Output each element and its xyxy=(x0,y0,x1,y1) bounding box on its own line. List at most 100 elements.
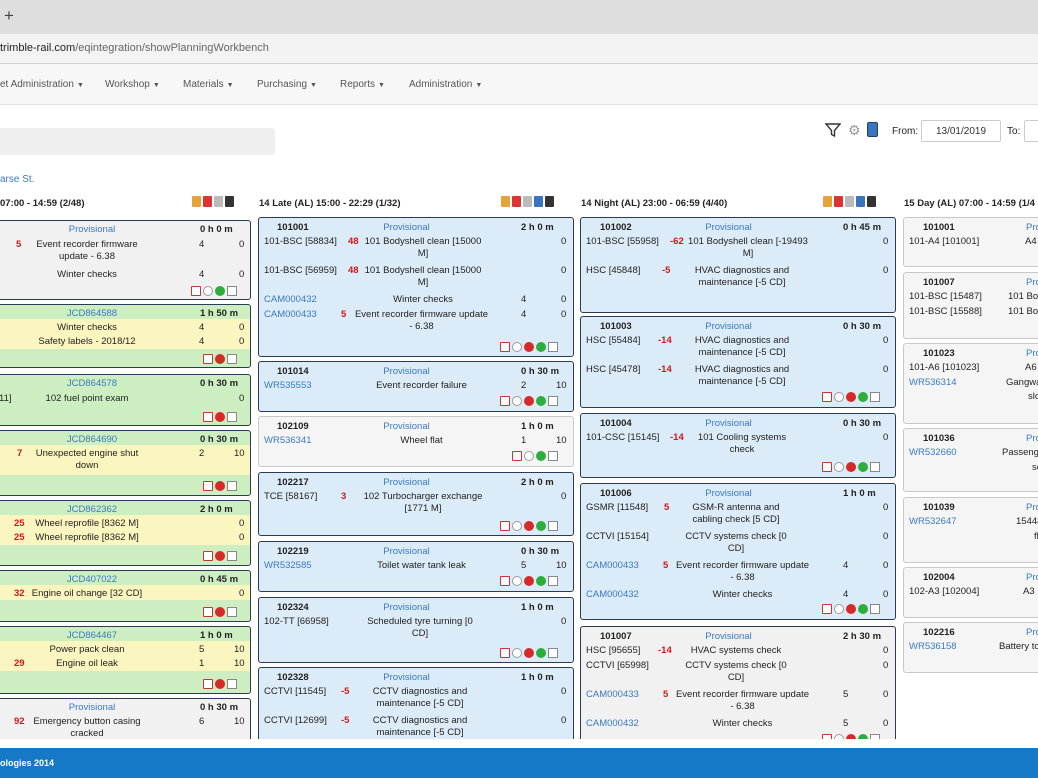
tools-icon[interactable] xyxy=(834,196,843,207)
wrench-icon[interactable] xyxy=(822,734,832,739)
phone-icon[interactable] xyxy=(225,196,234,207)
phone-icon[interactable] xyxy=(867,196,876,207)
hourglass-icon[interactable] xyxy=(870,392,880,402)
document-icon[interactable] xyxy=(523,196,532,207)
menu-fleet-administration[interactable]: et Administration ▼ xyxy=(0,79,84,90)
wrench-icon[interactable] xyxy=(203,551,213,561)
work-card[interactable]: 101003 Provisional 0 h 30 m HSC [55484] … xyxy=(580,316,896,408)
work-card[interactable]: 101002 Provisional 0 h 45 m 101-BSC [559… xyxy=(580,217,896,313)
bus-icon[interactable] xyxy=(192,196,201,207)
task-code[interactable]: WR536158 xyxy=(909,641,957,652)
accept-icon[interactable] xyxy=(215,286,225,296)
accept-icon[interactable] xyxy=(536,342,546,352)
task-code[interactable]: WR532647 xyxy=(909,516,957,527)
reject-icon[interactable] xyxy=(524,342,534,352)
task-code[interactable]: WR536314 xyxy=(909,377,957,388)
work-card[interactable]: 101001 Pro 101-A4 [101001] A4 xyxy=(903,217,1038,267)
reject-icon[interactable] xyxy=(215,354,225,364)
card-title[interactable]: Pro xyxy=(1026,433,1038,444)
work-card[interactable]: 102219 Provisional 0 h 30 m WR532585 Toi… xyxy=(258,541,574,592)
work-card[interactable]: 102217 Provisional 2 h 0 m TCE [58167] 3… xyxy=(258,472,574,536)
reject-icon[interactable] xyxy=(215,481,225,491)
hourglass-icon[interactable] xyxy=(227,551,237,561)
work-card[interactable]: JCD864588 1 h 50 m Winter checks 4 0 Saf… xyxy=(0,304,251,368)
work-card[interactable]: 101036 Pro WR532660 Passeng se xyxy=(903,428,1038,492)
accept-icon[interactable] xyxy=(536,648,546,658)
wrench-icon[interactable] xyxy=(203,412,213,422)
tools-icon[interactable] xyxy=(203,196,212,207)
hourglass-icon[interactable] xyxy=(548,648,558,658)
work-card[interactable]: 101014 Provisional 0 h 30 m WR535553 Eve… xyxy=(258,361,574,412)
accept-icon[interactable] xyxy=(858,392,868,402)
accept-icon[interactable] xyxy=(858,734,868,739)
document-icon[interactable] xyxy=(214,196,223,207)
wrench-icon[interactable] xyxy=(500,648,510,658)
gear-icon[interactable]: ⚙ xyxy=(848,122,861,138)
work-card[interactable]: 102004 Pro 102-A3 [102004] A3 B xyxy=(903,567,1038,618)
hourglass-icon[interactable] xyxy=(548,576,558,586)
reject-icon[interactable] xyxy=(215,607,225,617)
menu-materials[interactable]: Materials ▼ xyxy=(183,79,234,90)
accept-icon[interactable] xyxy=(536,396,546,406)
wrench-icon[interactable] xyxy=(203,481,213,491)
card-title[interactable]: Provisional xyxy=(705,488,752,499)
work-card[interactable]: 101004 Provisional 0 h 30 m 101-CSC [151… xyxy=(580,413,896,478)
from-date-input[interactable] xyxy=(921,120,1001,142)
task-code[interactable]: CAM000432 xyxy=(264,294,317,305)
reject-icon[interactable] xyxy=(215,412,225,422)
card-title[interactable]: Pro xyxy=(1026,572,1038,583)
hourglass-icon[interactable] xyxy=(870,604,880,614)
parse-link[interactable]: arse St. xyxy=(0,174,35,185)
work-card[interactable]: Provisional 0 h 30 m 92 Emergency button… xyxy=(0,698,251,739)
menu-purchasing[interactable]: Purchasing ▼ xyxy=(257,79,317,90)
work-card[interactable]: 102216 Pro WR536158 Battery to xyxy=(903,622,1038,673)
hourglass-icon[interactable] xyxy=(227,679,237,689)
card-title[interactable]: Provisional xyxy=(383,477,430,488)
phone-icon[interactable] xyxy=(545,196,554,207)
card-title[interactable]: Pro xyxy=(1026,222,1038,233)
wrench-icon[interactable] xyxy=(203,354,213,364)
clock-icon[interactable] xyxy=(834,462,844,472)
gears-icon[interactable] xyxy=(534,196,543,207)
task-code[interactable]: WR535553 xyxy=(264,380,312,391)
work-card[interactable]: JCD407022 0 h 45 m 32 Engine oil change … xyxy=(0,570,251,622)
hourglass-icon[interactable] xyxy=(227,607,237,617)
menu-administration[interactable]: Administration ▼ xyxy=(409,79,482,90)
card-title[interactable]: Provisional xyxy=(705,631,752,642)
search-input[interactable] xyxy=(0,128,275,155)
wrench-icon[interactable] xyxy=(500,576,510,586)
wrench-icon[interactable] xyxy=(500,396,510,406)
card-title[interactable]: Provisional xyxy=(383,421,430,432)
clock-icon[interactable] xyxy=(834,604,844,614)
work-card[interactable]: 102324 Provisional 1 h 0 m 102-TT [66958… xyxy=(258,597,574,663)
card-title[interactable]: Pro xyxy=(1026,277,1038,288)
reject-icon[interactable] xyxy=(524,521,534,531)
clock-icon[interactable] xyxy=(512,521,522,531)
work-card[interactable]: JCD864467 1 h 0 m Power pack clean 5 10 … xyxy=(0,626,251,694)
wrench-icon[interactable] xyxy=(822,604,832,614)
address-bar[interactable]: trimble-rail.com/eqintegration/showPlann… xyxy=(0,34,1038,64)
tools-icon[interactable] xyxy=(512,196,521,207)
task-code[interactable]: WR532585 xyxy=(264,560,312,571)
wrench-icon[interactable] xyxy=(500,342,510,352)
card-title[interactable]: JCD864690 xyxy=(66,434,118,445)
card-title[interactable]: Provisional xyxy=(383,672,430,683)
card-title[interactable]: JCD862362 xyxy=(66,504,118,515)
menu-workshop[interactable]: Workshop ▼ xyxy=(105,79,160,90)
document-icon[interactable] xyxy=(845,196,854,207)
hourglass-icon[interactable] xyxy=(227,481,237,491)
work-card[interactable]: 101007 Provisional 2 h 30 m HSC [95655] … xyxy=(580,626,896,739)
hourglass-icon[interactable] xyxy=(548,342,558,352)
clock-icon[interactable] xyxy=(524,451,534,461)
new-tab-button[interactable]: + xyxy=(4,6,14,25)
card-title[interactable]: Pro xyxy=(1026,627,1038,638)
book-icon[interactable] xyxy=(867,122,878,137)
hourglass-icon[interactable] xyxy=(870,462,880,472)
task-code[interactable]: CAM000433 xyxy=(586,560,639,571)
task-code[interactable]: CAM000432 xyxy=(586,589,639,600)
wrench-icon[interactable] xyxy=(512,451,522,461)
card-title[interactable]: Provisional xyxy=(705,321,752,332)
card-title[interactable]: Provisional xyxy=(383,222,430,233)
reject-icon[interactable] xyxy=(215,679,225,689)
accept-icon[interactable] xyxy=(536,576,546,586)
